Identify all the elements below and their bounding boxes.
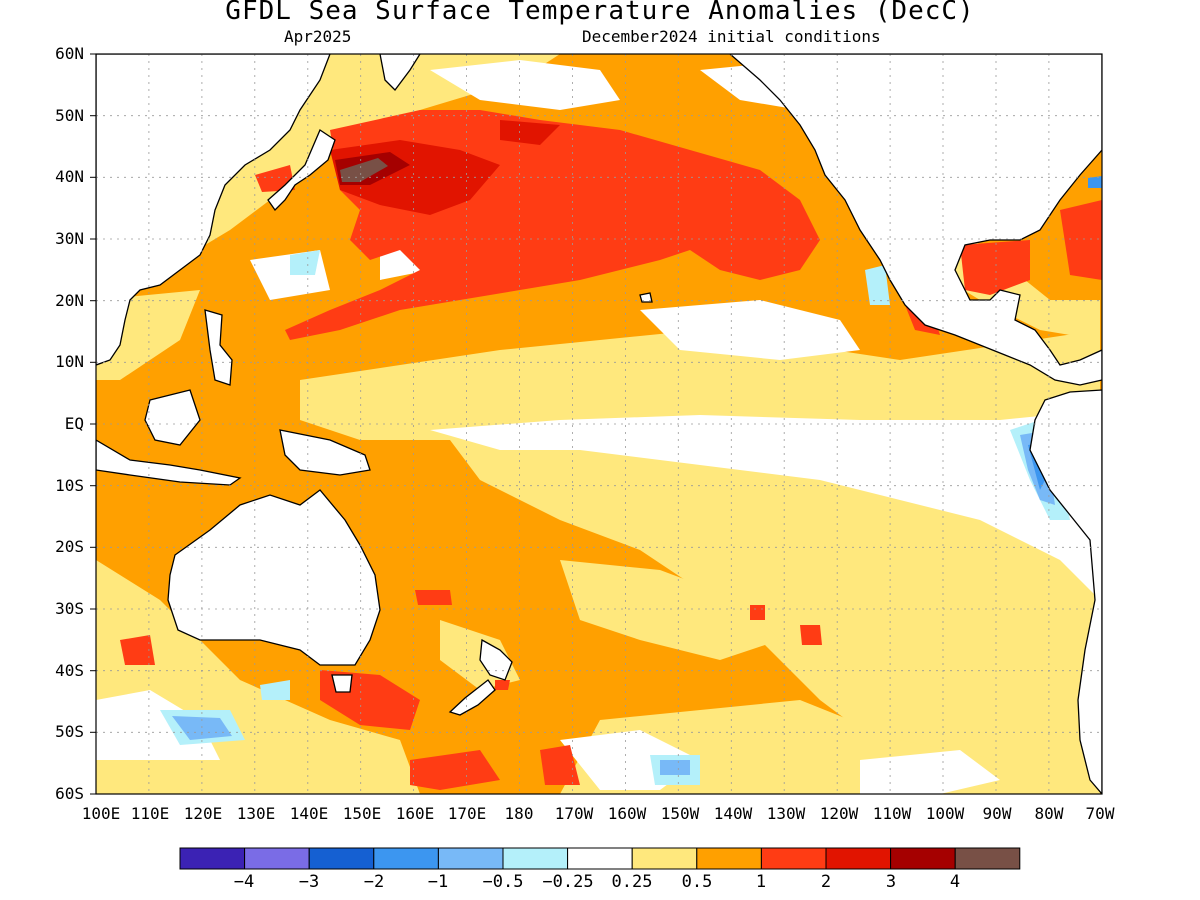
lat-label: 20S xyxy=(55,537,84,556)
lat-label: 40N xyxy=(55,167,84,186)
colorbar-label: 2 xyxy=(820,872,832,892)
lon-label: 120W xyxy=(819,804,859,823)
lon-label: 100W xyxy=(925,804,965,823)
colorbar-bin xyxy=(179,847,246,870)
graticule xyxy=(96,54,1102,794)
lat-label: 60N xyxy=(55,44,84,63)
colorbar-bin xyxy=(631,847,698,870)
lon-label: 140W xyxy=(713,804,753,823)
colorbar-bin xyxy=(502,847,569,870)
lat-label: 50S xyxy=(55,722,84,741)
lat-label: 40S xyxy=(55,661,84,680)
tasmania xyxy=(331,674,353,693)
map-title: GFDL Sea Surface Temperature Anomalies (… xyxy=(225,0,975,26)
lon-label: 170E xyxy=(447,804,487,823)
colorbar xyxy=(179,847,1021,870)
lat-label: 10S xyxy=(55,476,84,495)
colorbar-bin xyxy=(244,847,310,870)
lon-label: 90W xyxy=(982,804,1012,823)
lon-label: 170W xyxy=(554,804,594,823)
lat-label: 60S xyxy=(55,784,84,803)
new-zealand-south xyxy=(448,679,496,716)
hawaii xyxy=(639,292,653,303)
colorbar-bin xyxy=(567,847,633,870)
lon-label: 150W xyxy=(660,804,700,823)
colorbar-label: −1 xyxy=(427,872,449,892)
colorbar-label: 4 xyxy=(949,872,961,892)
lon-label: 180 xyxy=(504,804,534,823)
colorbar-label: 0.25 xyxy=(611,872,653,892)
japan xyxy=(267,129,336,212)
lon-label: 110W xyxy=(872,804,912,823)
colorbar-label: −0.5 xyxy=(482,872,524,892)
indonesia-islands xyxy=(96,439,242,486)
anomaly-3-plus xyxy=(335,152,410,185)
forecast-month: Apr2025 xyxy=(284,27,352,46)
borneo xyxy=(144,389,201,446)
lon-label: 130E xyxy=(236,804,276,823)
lon-label: 80W xyxy=(1034,804,1064,823)
lon-label: 70W xyxy=(1085,804,1115,823)
colorbar-label: 1 xyxy=(755,872,767,892)
colorbar-bin xyxy=(696,847,762,870)
colorbar-label: −0.25 xyxy=(542,872,594,892)
lat-label: 50N xyxy=(55,106,84,125)
colorbar-label: −2 xyxy=(363,872,385,892)
lon-label: 160W xyxy=(607,804,647,823)
australia xyxy=(167,489,381,666)
colorbar-bin xyxy=(308,847,375,870)
lat-label: 10N xyxy=(55,352,84,371)
initial-conditions: December2024 initial conditions xyxy=(582,27,881,46)
lat-label: 30N xyxy=(55,229,84,248)
lon-label: 160E xyxy=(395,804,435,823)
new-zealand-north xyxy=(479,638,513,681)
lon-label: 100E xyxy=(81,804,121,823)
lon-label: 150E xyxy=(342,804,382,823)
colorbar-label: 3 xyxy=(885,872,897,892)
colorbar-label: −3 xyxy=(298,872,320,892)
colorbar-bin xyxy=(825,847,892,870)
colorbar-bin xyxy=(954,847,1021,870)
philippines xyxy=(204,309,233,386)
south-america xyxy=(1029,389,1102,794)
new-guinea xyxy=(279,429,371,476)
north-america xyxy=(729,54,1102,386)
colorbar-label: −4 xyxy=(233,872,255,892)
colorbar-bin xyxy=(437,847,504,870)
asia-mainland xyxy=(96,54,331,366)
lon-label: 130W xyxy=(766,804,806,823)
lon-label: 140E xyxy=(289,804,329,823)
axis-ticks xyxy=(90,53,96,795)
lon-label: 110E xyxy=(130,804,170,823)
kamchatka xyxy=(379,54,421,91)
land-masses xyxy=(96,54,1102,794)
colorbar-label: 0.5 xyxy=(681,872,713,892)
colorbar-bin xyxy=(373,847,439,870)
colorbar-bin xyxy=(760,847,827,870)
lat-label: EQ xyxy=(64,414,84,433)
lon-label: 120E xyxy=(183,804,223,823)
lat-label: 20N xyxy=(55,291,84,310)
lat-label: 30S xyxy=(55,599,84,618)
colorbar-bin xyxy=(890,847,956,870)
